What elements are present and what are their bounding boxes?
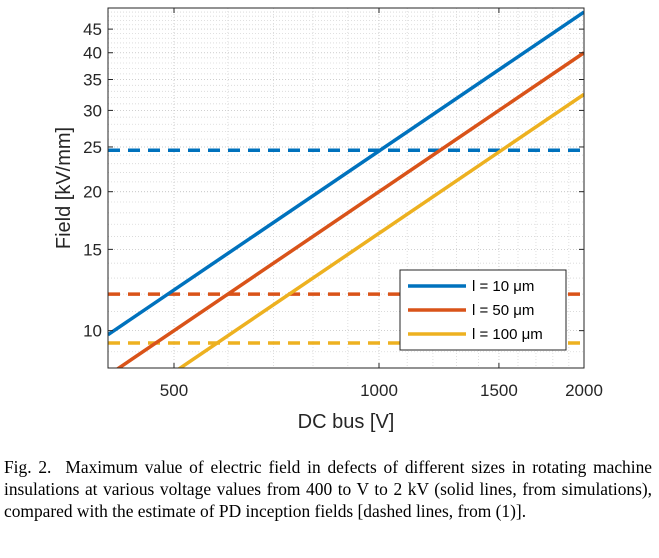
y-tick-label: 10 [83, 322, 102, 341]
y-tick-label: 30 [83, 101, 102, 120]
x-tick-labels: 500 1000 1500 2000 [160, 381, 603, 400]
y-tick-labels: 10 15 20 25 30 35 40 45 [83, 20, 102, 341]
x-tick-label: 2000 [565, 381, 603, 400]
plot-frame [107, 7, 585, 369]
caption-text: Maximum value of electric field in defec… [4, 457, 653, 521]
caption-figure-number: Fig. 2. [4, 457, 52, 477]
legend: l = 10 μm l = 50 μm l = 100 μm [399, 269, 567, 351]
y-tick-label: 45 [83, 20, 102, 39]
x-tick-label: 1500 [480, 381, 518, 400]
y-axis-label: Field [kV/mm] [53, 127, 75, 249]
major-grid [108, 8, 585, 368]
chart: 500 1000 1500 2000 10 15 20 25 30 35 40 45 DC bus … [53, 7, 603, 433]
y-tick-label: 15 [83, 240, 102, 259]
x-axis-label: DC bus [V] [298, 411, 395, 433]
y-tick-label: 20 [83, 183, 102, 202]
ticks [108, 8, 585, 368]
y-tick-label: 40 [83, 44, 102, 63]
legend-entry: l = 10 μm [472, 278, 534, 295]
x-tick-label: 500 [160, 381, 188, 400]
y-tick-label: 35 [83, 71, 102, 90]
x-tick-label: 1000 [360, 381, 398, 400]
series-line [177, 92, 584, 368]
series-line [115, 51, 584, 368]
y-tick-label: 25 [83, 138, 102, 157]
legend-entry: l = 50 μm [472, 302, 534, 319]
series-line [108, 10, 584, 337]
series-lines [108, 10, 584, 368]
figure-caption: Fig. 2. Maximum value of electric field i… [4, 456, 652, 522]
legend-entry: l = 100 μm [472, 326, 543, 343]
